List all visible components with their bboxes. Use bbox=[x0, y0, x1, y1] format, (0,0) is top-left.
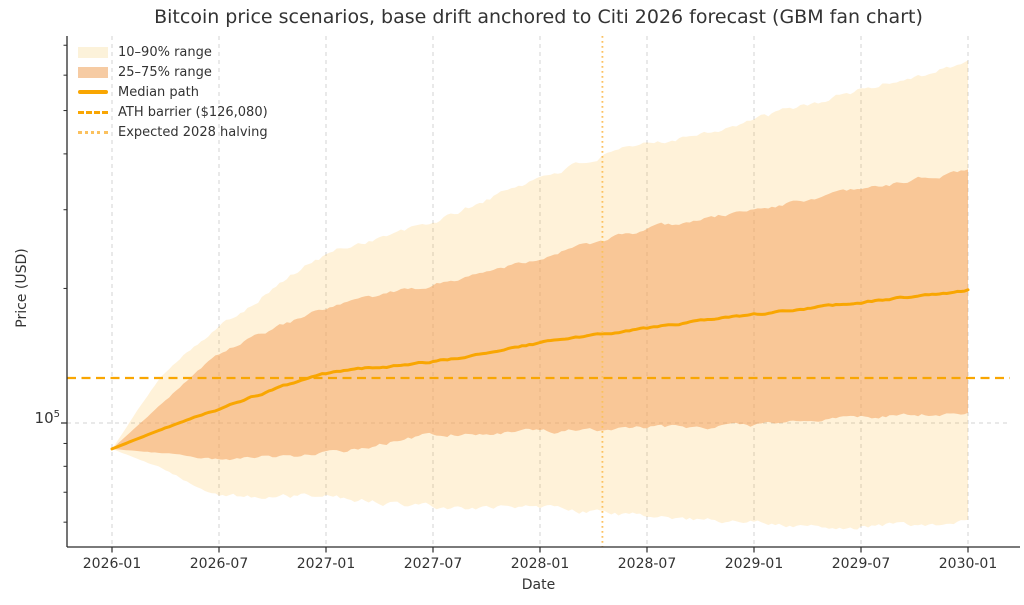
legend-item-ath-barrier: ATH barrier ($126,080) bbox=[78, 104, 268, 120]
band-25-75-swatch-icon bbox=[78, 66, 108, 78]
legend-item-halving: Expected 2028 halving bbox=[78, 124, 268, 140]
legend-label: Expected 2028 halving bbox=[118, 124, 268, 140]
legend-label: 25–75% range bbox=[118, 64, 212, 80]
median-line-swatch-icon bbox=[78, 90, 108, 94]
y-tick-exponent: 5 bbox=[53, 409, 60, 420]
legend-item-band-25-75: 25–75% range bbox=[78, 64, 268, 80]
x-tick-label: 2026-07 bbox=[190, 556, 249, 572]
y-tick-mantissa: 10 bbox=[34, 409, 54, 427]
legend-label: ATH barrier ($126,080) bbox=[118, 104, 268, 120]
x-tick-label: 2028-07 bbox=[618, 556, 677, 572]
legend: 10–90% range 25–75% range Median path AT… bbox=[78, 44, 268, 140]
halving-line-swatch-icon bbox=[78, 130, 108, 134]
band-25-75 bbox=[112, 169, 968, 461]
band-10-90-swatch-icon bbox=[78, 46, 108, 58]
x-axis-label: Date bbox=[521, 577, 556, 593]
legend-label: 10–90% range bbox=[118, 44, 212, 60]
x-tick-label: 2030-01 bbox=[939, 556, 998, 572]
x-tick-label: 2028-01 bbox=[511, 556, 570, 572]
legend-item-median-path: Median path bbox=[78, 84, 268, 100]
ath-barrier-swatch-icon bbox=[78, 110, 108, 114]
x-tick-label: 2027-07 bbox=[404, 556, 463, 572]
x-tick-label: 2026-01 bbox=[83, 556, 142, 572]
x-tick-label: 2029-07 bbox=[832, 556, 891, 572]
x-tick-label: 2027-01 bbox=[297, 556, 356, 572]
median-path bbox=[110, 288, 970, 451]
x-tick-label: 2029-01 bbox=[725, 556, 784, 572]
chart-title: Bitcoin price scenarios, base drift anch… bbox=[154, 6, 923, 28]
legend-item-band-10-90: 10–90% range bbox=[78, 44, 268, 60]
y-tick-label-1e5: 105 bbox=[24, 409, 60, 427]
legend-label: Median path bbox=[118, 84, 199, 100]
y-axis-label: Price (USD) bbox=[14, 248, 30, 328]
